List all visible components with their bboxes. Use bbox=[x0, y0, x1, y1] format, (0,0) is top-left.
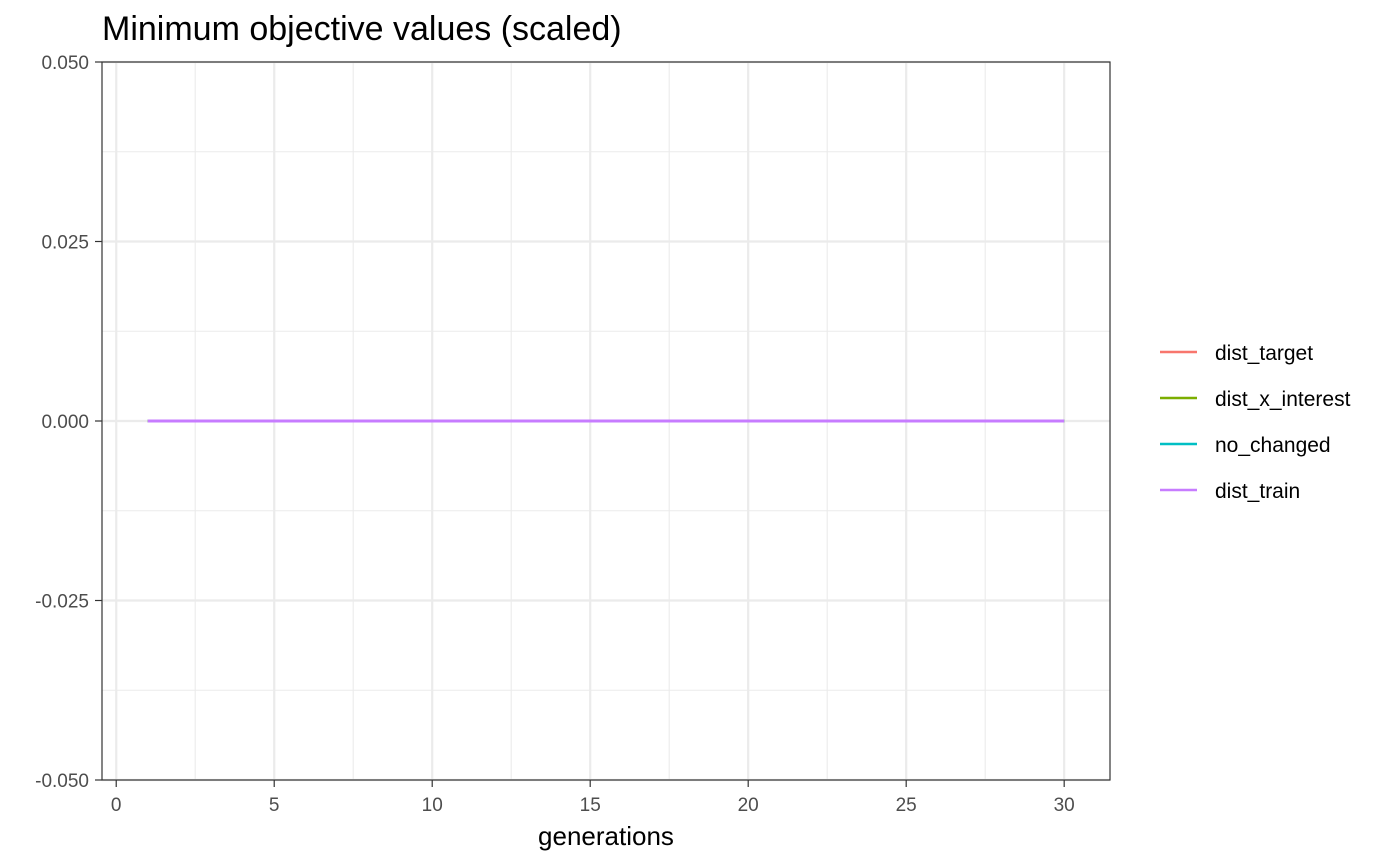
y-tick-label: 0.000 bbox=[41, 412, 89, 433]
y-tick-label: 0.050 bbox=[41, 53, 89, 74]
x-axis-title: generations bbox=[538, 821, 674, 851]
x-tick-label: 30 bbox=[1054, 795, 1075, 816]
x-tick-label: 0 bbox=[111, 795, 122, 816]
legend-label-dist-x-interest: dist_x_interest bbox=[1215, 388, 1351, 411]
x-tick-label: 20 bbox=[738, 795, 759, 816]
legend-label-dist-target: dist_target bbox=[1215, 342, 1313, 365]
x-tick-label: 25 bbox=[896, 795, 917, 816]
y-axis: -0.050 -0.025 0.000 0.025 0.050 bbox=[35, 53, 102, 792]
legend-label-dist-train: dist_train bbox=[1215, 480, 1300, 503]
x-tick-label: 10 bbox=[422, 795, 443, 816]
y-tick-label: -0.050 bbox=[35, 771, 89, 792]
x-tick-label: 15 bbox=[580, 795, 601, 816]
y-tick-label: 0.025 bbox=[41, 233, 89, 254]
x-axis: 0 5 10 15 20 25 30 bbox=[111, 780, 1075, 816]
chart-title: Minimum objective values (scaled) bbox=[102, 10, 622, 48]
legend: dist_target dist_x_interest no_changeddist… bbox=[1160, 342, 1351, 503]
y-tick-label: -0.025 bbox=[35, 592, 89, 613]
x-tick-label: 5 bbox=[269, 795, 280, 816]
legend-label-no-changed: no_changed bbox=[1215, 434, 1331, 457]
